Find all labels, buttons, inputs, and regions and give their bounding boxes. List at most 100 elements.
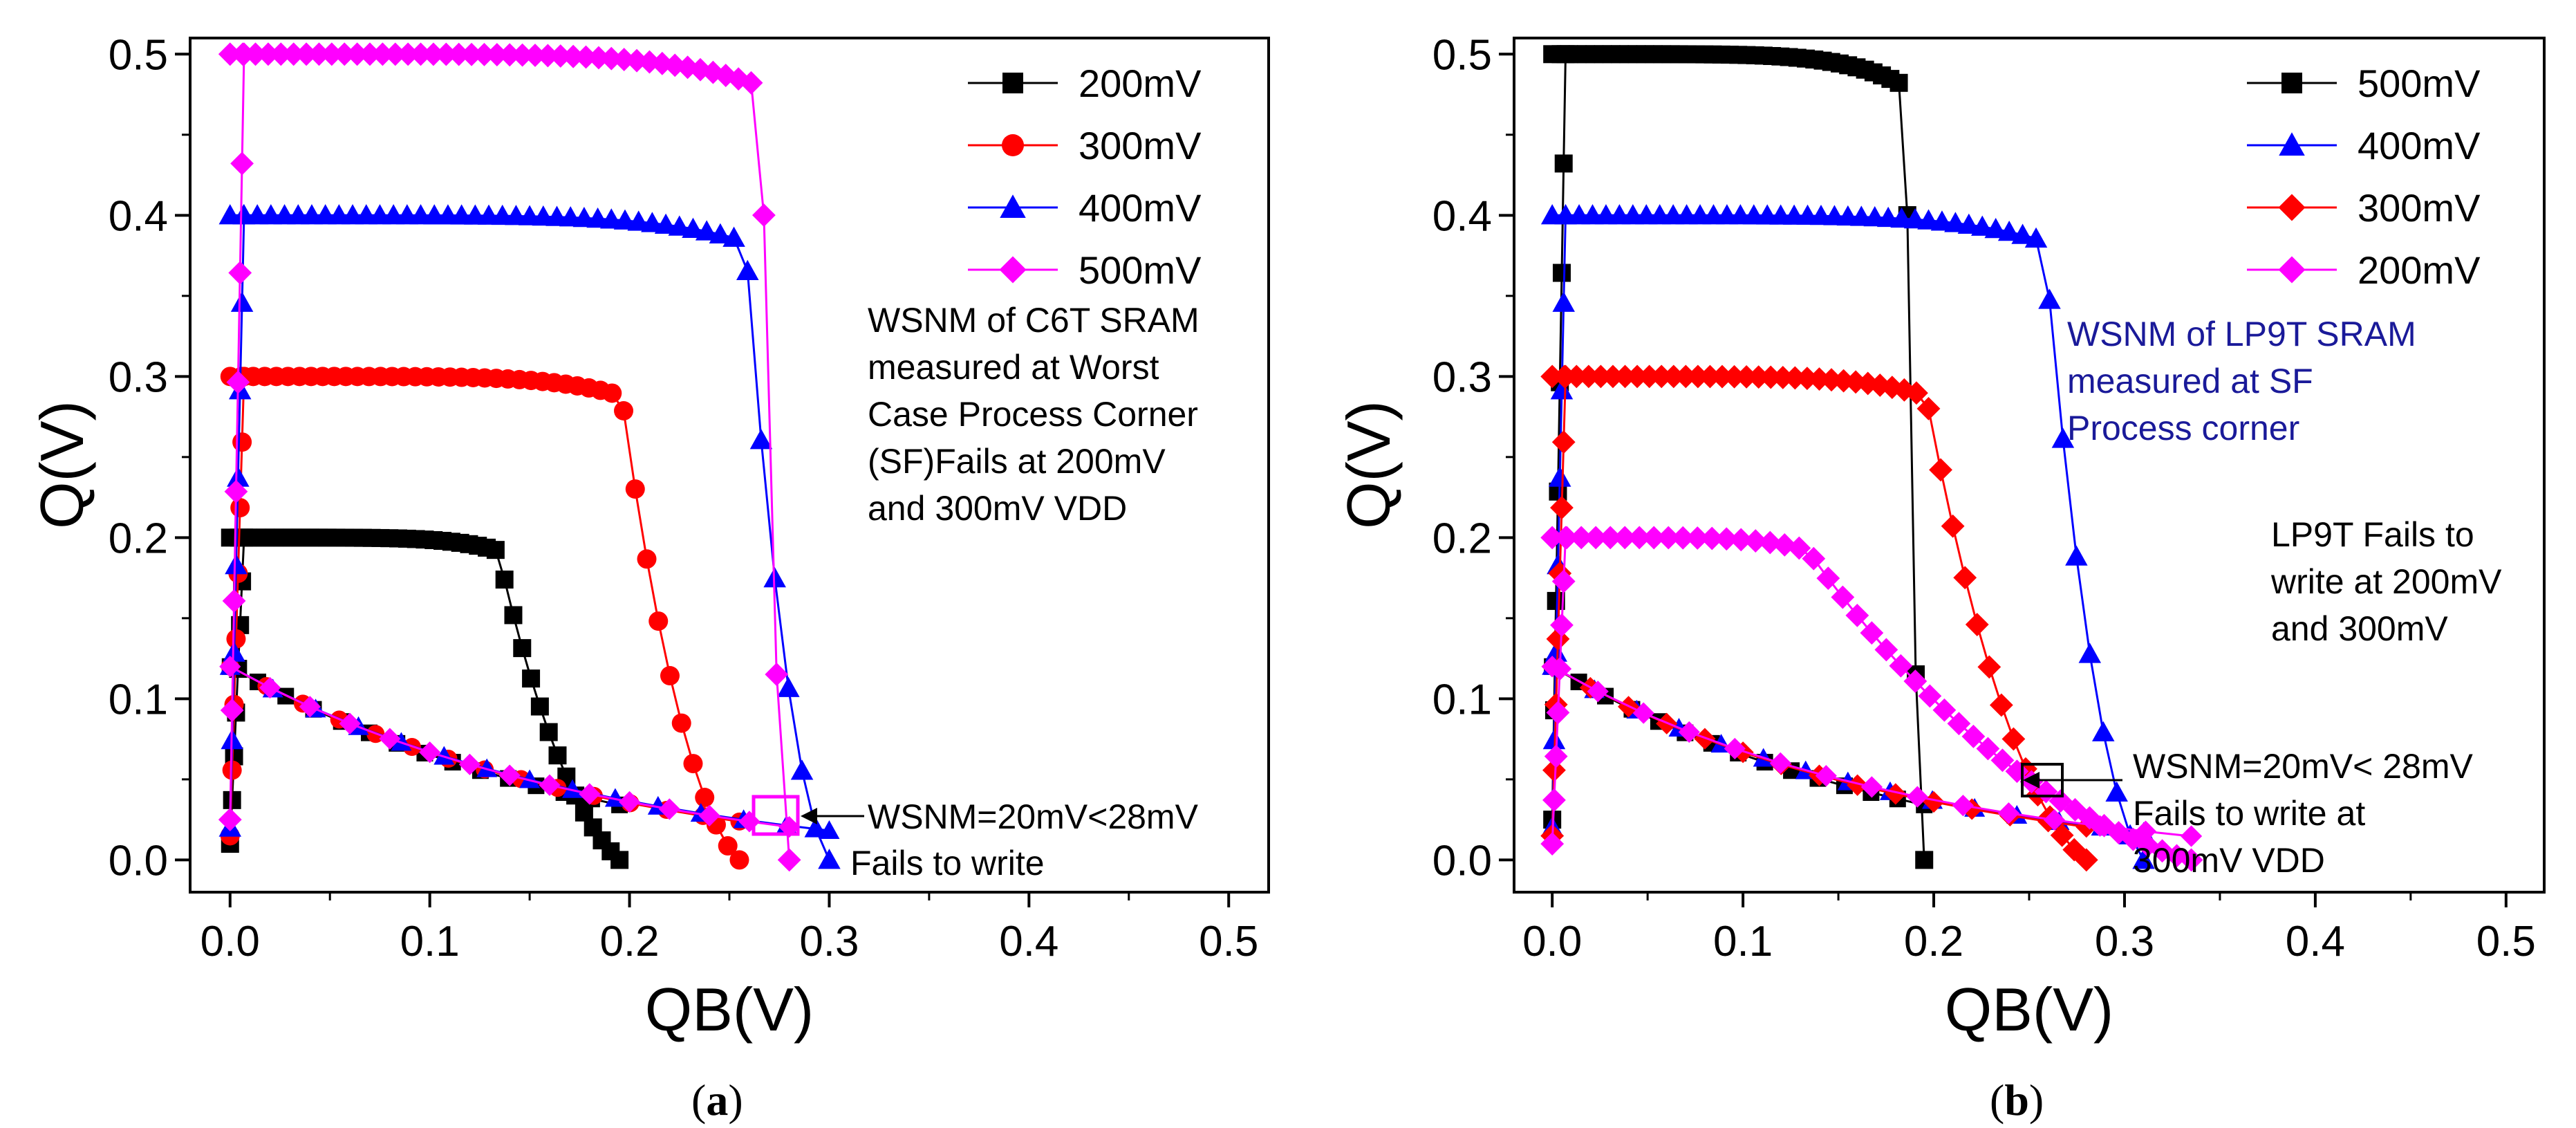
series-point-a-3-9 (231, 42, 255, 66)
series-point-b-2-36 (1880, 376, 1904, 400)
series-branch-point-a-3-6 (458, 753, 481, 775)
series-branch-point-a-3-4 (379, 728, 401, 750)
series-point-a-3-49 (739, 71, 763, 95)
series-point-b-3-27 (1816, 566, 1840, 591)
series-point-a-3-18 (345, 42, 369, 66)
series-point-b-2-3 (1546, 627, 1570, 651)
wsnm-text-b-3: 300mV VDD (2133, 841, 2325, 880)
series-point-a-0-44 (539, 723, 558, 741)
series-point-b-3-39 (1990, 748, 2015, 773)
series-point-b-3-38 (1976, 737, 2000, 761)
series-point-a-2-43 (695, 220, 718, 241)
y-tick-label-b-1: 0.1 (1432, 676, 1492, 723)
series-branch-point-b-3-2 (1632, 702, 1654, 724)
wsnm-text-a-1: WSNM=20mV<28mV (868, 797, 1199, 836)
series-point-a-3-19 (358, 42, 382, 66)
series-point-a-3-24 (422, 42, 445, 66)
series-a-0 (221, 528, 629, 869)
y-tick-label-b-4: 0.4 (1432, 192, 1492, 240)
curves-b (1540, 45, 2203, 872)
series-point-a-3-5 (228, 261, 252, 285)
wsnm-annotation-b: WSNM=20mV< 28mV Fails to write at 300mV … (2021, 747, 2473, 880)
series-point-a-2-3 (225, 554, 248, 575)
legend-marker-b-1-shape (2279, 132, 2305, 156)
series-point-b-3-49 (2136, 833, 2160, 858)
series-point-a-1-51 (718, 836, 738, 856)
legend-label-b-0: 500mV (2358, 62, 2481, 105)
series-point-b-2-42 (1953, 566, 1977, 590)
series-point-b-0-5 (1552, 263, 1571, 282)
series-branch-point-b-3-4 (1724, 737, 1746, 760)
legend-marker-a-2-shape (1000, 194, 1026, 218)
legend-item-a-0: 200mV (968, 62, 1202, 105)
legend-marker-b-2 (2278, 194, 2306, 221)
series-point-b-1-39 (1957, 213, 1981, 234)
series-point-b-1-42 (1997, 220, 2021, 241)
x-tick-label-b-3: 0.3 (2095, 918, 2154, 965)
series-point-a-1-47 (671, 713, 691, 733)
y-tick-label-a-2: 0.2 (109, 515, 168, 562)
legend-marker-a-1 (1002, 134, 1024, 156)
series-point-a-2-4 (227, 466, 250, 487)
legend-label-a-3: 500mV (1079, 248, 1202, 292)
series-point-a-3-2 (222, 589, 246, 613)
series-point-a-3-39 (612, 48, 636, 71)
legend-marker-a-0 (1002, 73, 1023, 93)
wsnm-annotation-a: WSNM=20mV<28mV Fails to write (752, 795, 1199, 882)
note2-b: LP9T Fails to write at 200mV and 300mV (2270, 515, 2502, 648)
series-point-a-2-46 (736, 259, 759, 281)
series-point-a-0-40 (504, 606, 523, 625)
series-point-b-3-29 (1845, 603, 1869, 627)
series-branch-point-b-3-7 (1860, 776, 1883, 798)
series-point-b-3-51 (2165, 844, 2189, 868)
series-point-b-2-25 (1746, 365, 1771, 389)
series-branch-point-a-2-5 (433, 746, 455, 765)
y-tick-label-b-5: 0.5 (1432, 31, 1492, 79)
panel-label-a: (a) (691, 1075, 743, 1125)
series-point-b-2-43 (1965, 613, 1989, 636)
y-axis-label-b: Q(V) (1334, 400, 1403, 529)
series-line-b-0 (1551, 53, 1925, 860)
series-point-a-2-37 (613, 209, 637, 230)
series-point-a-2-6 (230, 291, 254, 312)
y-tick-label-b-0: 0.0 (1432, 837, 1492, 885)
y-tick-label-a-0: 0.0 (109, 837, 168, 885)
legend-label-b-1: 400mV (2358, 124, 2481, 167)
series-point-b-1-49 (2091, 721, 2115, 741)
series-point-b-2-33 (1844, 370, 1868, 394)
legend-marker-b-1 (2279, 132, 2305, 156)
legend-label-b-3: 200mV (2358, 248, 2481, 292)
legend-item-a-1: 300mV (968, 124, 1202, 167)
series-point-b-2-6 (1551, 430, 1576, 454)
legend-item-b-0: 500mV (2247, 62, 2481, 105)
series-point-a-2-42 (682, 217, 704, 238)
wsnm-text-a-2: Fails to write (850, 844, 1045, 882)
x-tick-label-a-0: 0.0 (200, 918, 260, 965)
series-point-a-3-12 (269, 42, 293, 66)
series-point-b-3-50 (2150, 839, 2174, 863)
series-point-a-0-42 (522, 669, 541, 688)
series-point-b-1-37 (1930, 210, 1954, 231)
series-point-b-2-14 (1613, 364, 1637, 389)
series-point-b-2-23 (1722, 364, 1746, 389)
series-point-a-3-40 (625, 48, 648, 73)
series-branch-point-b-2-8 (1847, 774, 1869, 796)
x-tick-label-a-1: 0.1 (400, 918, 460, 965)
x-axis-label-b: QB(V) (1945, 975, 2113, 1044)
series-a-3 (218, 42, 801, 872)
series-point-b-2-11 (1576, 364, 1600, 389)
series-point-a-3-4 (226, 370, 250, 394)
series-point-a-1-42 (614, 400, 634, 420)
series-point-b-3-23 (1758, 530, 1782, 555)
series-point-b-3-31 (1874, 638, 1898, 662)
series-point-b-2-1 (1542, 758, 1566, 782)
legend-marker-b-2-shape (2278, 194, 2306, 221)
wsnm-text-b-2: Fails to write at (2133, 794, 2365, 833)
series-point-a-0-43 (530, 697, 549, 716)
series-point-b-2-52 (2074, 848, 2098, 872)
series-point-b-1-43 (2011, 223, 2034, 244)
series-point-a-1-49 (695, 788, 715, 808)
series-point-a-3-27 (460, 42, 483, 66)
series-point-b-2-5 (1550, 496, 1574, 519)
series-point-b-2-17 (1650, 364, 1674, 389)
